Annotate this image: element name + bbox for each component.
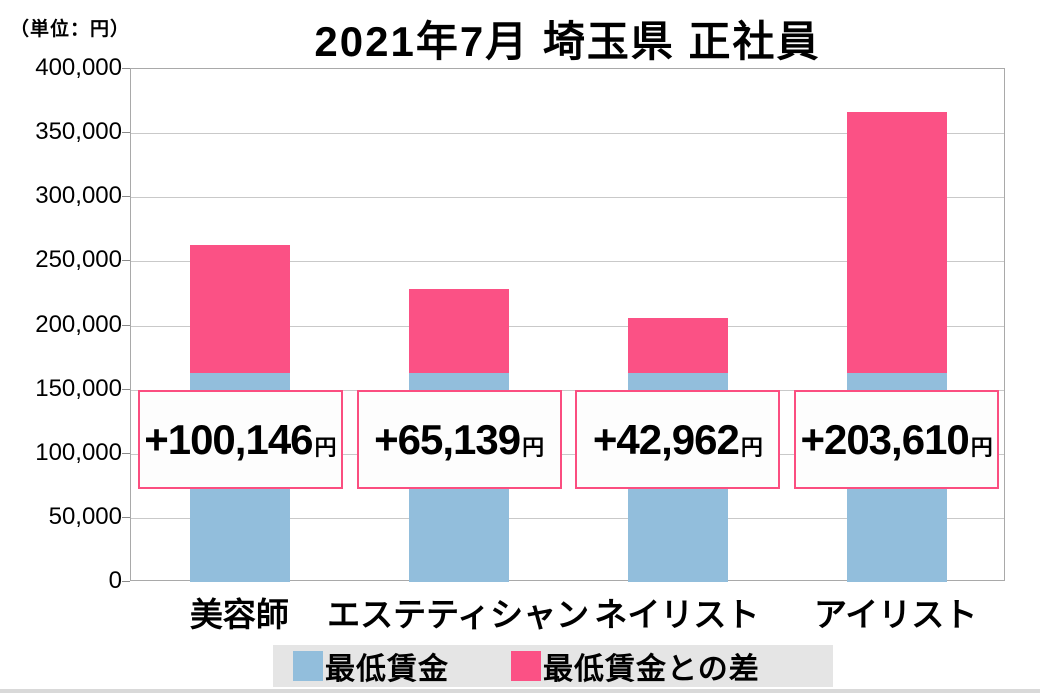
yen-suffix: 円 [314, 434, 337, 460]
bar-segment-wage-difference [846, 111, 947, 373]
yen-suffix: 円 [740, 434, 763, 460]
bar-segment-wage-difference [409, 289, 510, 373]
y-tick-label: 0 [108, 567, 122, 594]
difference-amount: +65,139 [374, 415, 521, 463]
y-tick-label: 100,000 [35, 439, 122, 466]
x-category-label: 美容師 [189, 596, 289, 633]
yen-suffix: 円 [970, 434, 993, 460]
y-tick-label: 50,000 [48, 503, 122, 530]
difference-amount: +100,146 [144, 415, 313, 463]
y-tick-mark [122, 517, 130, 518]
gridline [131, 454, 1004, 455]
gridline [131, 518, 1004, 519]
y-tick-label: 350,000 [35, 118, 122, 145]
difference-label-box: +42,962 円 [575, 390, 781, 489]
y-tick-mark [122, 453, 130, 454]
y-tick-mark [122, 260, 130, 261]
y-tick-label: 300,000 [35, 182, 122, 209]
bar-segment-wage-difference [190, 244, 291, 373]
gridline [131, 133, 1004, 134]
yen-suffix: 円 [522, 434, 545, 460]
difference-amount: +203,610 [800, 415, 969, 463]
y-tick-mark [122, 132, 130, 133]
unit-label: （単位：円） [10, 19, 131, 40]
difference-label-box: +203,610 円 [794, 390, 1000, 489]
legend-label: 最低賃金との差 [543, 653, 760, 686]
legend-label: 最低賃金 [325, 653, 449, 686]
legend-swatch-icon [511, 651, 541, 681]
y-tick-label: 400,000 [35, 54, 122, 81]
gridline [131, 390, 1004, 391]
y-tick-mark [122, 389, 130, 390]
x-category-label: ネイリスト [594, 596, 760, 633]
y-tick-label: 250,000 [35, 246, 122, 273]
y-tick-label: 150,000 [35, 375, 122, 402]
gridline [131, 261, 1004, 262]
difference-amount: +42,962 [592, 415, 740, 463]
gridline [131, 197, 1004, 198]
x-category-label: アイリスト [813, 596, 978, 633]
difference-label-box: +100,146 円 [137, 390, 343, 489]
y-tick-mark [122, 325, 130, 326]
chart-title: 2021年7月 埼玉県 正社員 [314, 18, 821, 65]
bottom-divider [0, 689, 1040, 693]
y-tick-label: 200,000 [35, 311, 122, 338]
legend-item: 最低賃金との差 [511, 644, 760, 688]
legend: 最低賃金 最低賃金との差 [273, 645, 833, 687]
y-tick-mark [122, 196, 130, 197]
bar-segment-wage-difference [627, 317, 728, 373]
gridline [131, 326, 1004, 327]
legend-item: 最低賃金 [293, 644, 449, 688]
difference-label-box: +65,139 円 [356, 390, 562, 489]
y-tick-mark [122, 68, 130, 69]
x-category-label: エステティシャン [327, 596, 590, 633]
y-tick-mark [122, 581, 130, 582]
plot-area: +100,146 円 +65,139 円 +42,962 円 +203,610 円 [130, 68, 1005, 582]
legend-swatch-icon [293, 651, 323, 681]
